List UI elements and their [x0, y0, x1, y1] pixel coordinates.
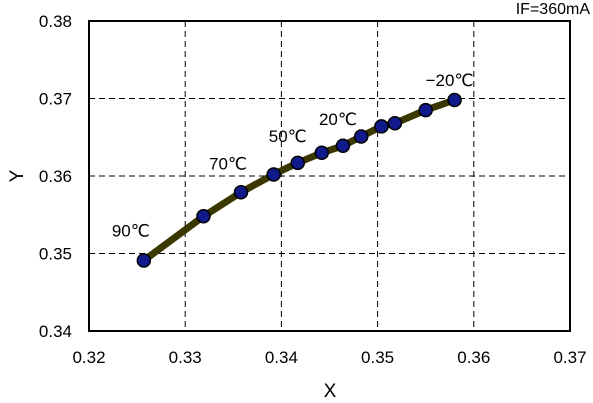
x-axis-title: X [324, 381, 337, 402]
data-point-marker [387, 116, 403, 131]
series-line [140, 96, 459, 264]
x-tick-label: 0.36 [457, 348, 490, 367]
temperature-label: 20℃ [319, 110, 357, 129]
data-point-marker [353, 129, 369, 144]
y-tick-label: 0.38 [39, 12, 72, 31]
y-tick-label: 0.35 [39, 245, 72, 264]
data-point-marker [233, 185, 249, 200]
data-point-marker [335, 138, 351, 154]
data-points [136, 92, 462, 268]
data-point-marker [266, 167, 281, 182]
x-tick-label: 0.32 [72, 348, 105, 367]
grid-lines [89, 21, 570, 331]
data-point-marker [447, 92, 462, 108]
data-point-marker [374, 119, 389, 134]
x-tick-labels: 0.32 0.33 0.34 0.35 0.36 0.37 [72, 348, 586, 367]
temperature-label: 90℃ [112, 221, 150, 240]
y-tick-label: 0.34 [39, 322, 72, 341]
temperature-label: −20℃ [426, 71, 474, 90]
x-tick-label: 0.37 [553, 348, 586, 367]
y-tick-label: 0.37 [39, 90, 72, 109]
data-point-marker [418, 102, 433, 118]
y-tick-label: 0.36 [39, 167, 72, 186]
plot-frame [88, 20, 571, 332]
temperature-label: 70℃ [209, 154, 247, 173]
x-tick-label: 0.33 [169, 348, 202, 367]
y-axis-title: Y [7, 169, 28, 182]
x-tick-label: 0.35 [361, 348, 394, 367]
temperature-annotations: 90℃ 70℃ 50℃ 20℃ −20℃ [112, 71, 474, 240]
x-tick-label: 0.34 [265, 348, 298, 367]
temperature-label: 50℃ [269, 127, 307, 146]
data-point-marker [136, 253, 152, 268]
current-condition-note: IF=360mA [516, 1, 591, 18]
data-point-marker [290, 155, 306, 171]
data-point-marker [314, 145, 330, 160]
y-tick-labels: 0.34 0.35 0.36 0.37 0.38 [39, 12, 72, 341]
data-point-marker [196, 209, 211, 224]
